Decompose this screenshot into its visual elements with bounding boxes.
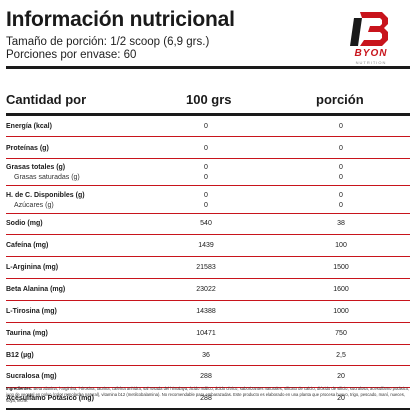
table-row: H. de C. Disponibles (g) 0 0 Azúcares (g… (6, 186, 410, 214)
row-value-100g: 10471 (196, 330, 216, 337)
row-label: H. de C. Disponibles (g) (6, 192, 85, 199)
row-sublabel: Azúcares (g) (14, 202, 54, 209)
row-value-100g: 288 (200, 395, 212, 402)
nutrition-rows: Energía (kcal) 0 0 Proteínas (g) 0 0 Gra… (6, 117, 410, 410)
row-value-portion: 20 (337, 373, 345, 380)
row-value-portion: 2,5 (336, 352, 346, 359)
row-value-100g: 288 (200, 373, 212, 380)
servings-per-container: Porciones por envase: 60 (6, 49, 137, 61)
row-value-portion: 1600 (333, 286, 349, 293)
table-row: Proteínas (g) 0 0 (6, 137, 410, 159)
row-value-portion: 0 (339, 164, 343, 171)
table-row: Sucralosa (mg) 288 20 (6, 366, 410, 388)
row-subvalue-100g: 0 (204, 202, 208, 209)
row-value-portion: 1500 (333, 264, 349, 271)
row-value-portion: 0 (339, 145, 343, 152)
table-row: Cafeína (mg) 1439 100 (6, 235, 410, 257)
row-label: Sucralosa (mg) (6, 373, 57, 380)
brand-tagline: NUTRITION (355, 60, 387, 65)
table-row: Energía (kcal) 0 0 (6, 117, 410, 137)
row-subvalue-portion: 0 (339, 202, 343, 209)
row-value-portion: 100 (335, 242, 347, 249)
ingredients-text: Ingredientes: Beta alanina, l-arginina, … (6, 386, 410, 404)
row-label: L-Tirosina (mg) (6, 308, 57, 315)
column-header-100g: 100 grs (186, 92, 232, 107)
brand-mark-icon (350, 12, 388, 46)
row-value-100g: 0 (204, 192, 208, 199)
row-label: B12 (µg) (6, 352, 34, 359)
table-row: Grasas totales (g) 0 0 Grasas saturadas … (6, 159, 410, 186)
row-value-100g: 36 (202, 352, 210, 359)
brand-name: BYON (354, 48, 388, 59)
row-subvalue-100g: 0 (204, 174, 208, 181)
brand-logo: BYON NUTRITION (334, 8, 408, 70)
row-sublabel: Grasas saturadas (g) (14, 174, 80, 181)
table-row: Sodio (mg) 540 38 (6, 214, 410, 235)
row-value-100g: 0 (204, 123, 208, 130)
table-row: B12 (µg) 36 2,5 (6, 345, 410, 366)
row-value-100g: 540 (200, 220, 212, 227)
row-label: Energía (kcal) (6, 123, 52, 130)
row-value-portion: 750 (335, 330, 347, 337)
ingredients-label: Ingredientes: (6, 386, 33, 391)
row-value-portion: 38 (337, 220, 345, 227)
serving-size: Tamaño de porción: 1/2 scoop (6,9 grs.) (6, 36, 210, 48)
row-label: Acesulfamo Potásico (mg) (6, 395, 94, 402)
table-header: Cantidad por 100 grs porción (6, 85, 410, 115)
table-row: L-Arginina (mg) 21583 1500 (6, 257, 410, 279)
row-label: Taurina (mg) (6, 330, 48, 337)
row-value-portion: 0 (339, 192, 343, 199)
row-value-portion: 0 (339, 123, 343, 130)
row-value-portion: 20 (337, 395, 345, 402)
row-label: Grasas totales (g) (6, 164, 66, 171)
header-rule (6, 66, 410, 69)
row-value-portion: 1000 (333, 308, 349, 315)
row-value-100g: 23022 (196, 286, 216, 293)
column-header-quantity: Cantidad por (6, 92, 87, 107)
row-label: Cafeína (mg) (6, 242, 49, 249)
row-value-100g: 0 (204, 164, 208, 171)
row-subvalue-portion: 0 (339, 174, 343, 181)
ingredients-list: Beta alanina, l-arginina, l-tirosina, ta… (6, 386, 410, 403)
row-value-100g: 1439 (198, 242, 214, 249)
row-value-100g: 14388 (196, 308, 216, 315)
page-title: Información nutricional (6, 8, 235, 31)
table-row: L-Tirosina (mg) 14388 1000 (6, 301, 410, 323)
column-header-portion: porción (316, 92, 364, 107)
row-label: Proteínas (g) (6, 145, 49, 152)
row-label: L-Arginina (mg) (6, 264, 59, 271)
row-value-100g: 21583 (196, 264, 216, 271)
table-row: Taurina (mg) 10471 750 (6, 323, 410, 345)
row-label: Beta Alanina (mg) (6, 286, 66, 293)
table-row: Beta Alanina (mg) 23022 1600 (6, 279, 410, 301)
row-value-100g: 0 (204, 145, 208, 152)
row-label: Sodio (mg) (6, 220, 43, 227)
table-header-rule (6, 113, 410, 116)
table-row: Acesulfamo Potásico (mg) 288 20 (6, 388, 410, 410)
